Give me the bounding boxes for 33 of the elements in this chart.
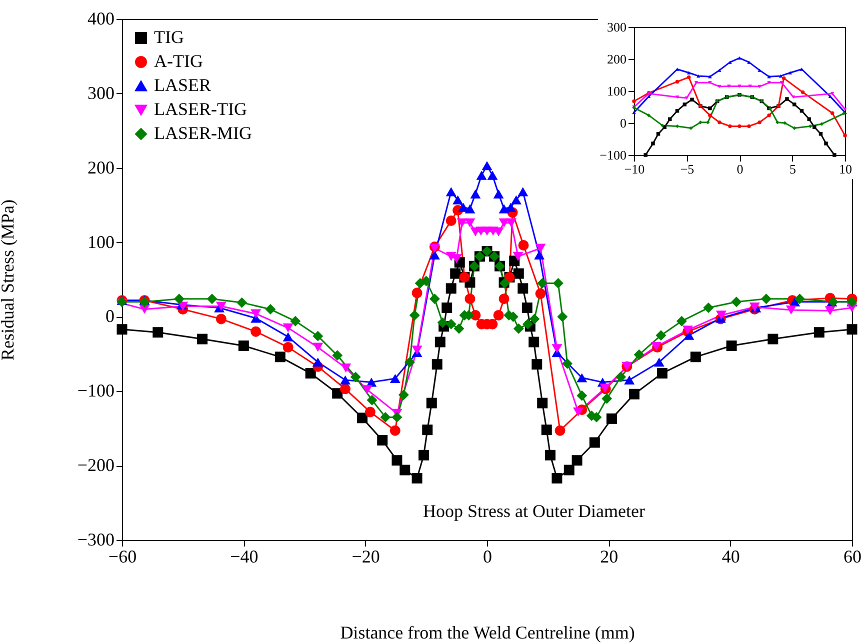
x-tick-label: −5	[680, 162, 694, 176]
y-axis-title: Residual Stress (MPa)	[0, 200, 18, 360]
x-tick-label: 0	[736, 162, 744, 176]
x-tick-label: 40	[722, 546, 740, 566]
x-tick-label: −60	[108, 546, 137, 566]
legend-label: LASER-TIG	[154, 99, 247, 119]
x-tick-label: −40	[230, 546, 258, 566]
y-tick-label: 0	[620, 116, 626, 130]
x-axis-title: Distance from the Weld Centreline (mm)	[340, 622, 635, 642]
y-tick-label: −300	[77, 530, 114, 550]
legend-label: A-TIG	[154, 51, 203, 71]
x-tick-label: 60	[844, 546, 862, 566]
y-tick-label: 400	[88, 8, 114, 28]
y-tick-label: −100	[77, 380, 114, 401]
legend-label: LASER-MIG	[154, 123, 252, 143]
y-tick-label: 100	[607, 84, 626, 98]
x-tick-label: 5	[790, 162, 796, 176]
y-tick-label: 200	[88, 157, 114, 178]
y-tick-label: 300	[88, 82, 114, 103]
legend-label: TIG	[154, 27, 184, 47]
x-tick-label: −10	[624, 162, 645, 176]
x-tick-label: 10	[839, 162, 852, 176]
y-tick-label: −200	[77, 455, 114, 476]
annotation: Hoop Stress at Outer Diameter	[423, 501, 645, 521]
y-tick-label: −100	[600, 148, 626, 162]
x-tick-label: 20	[600, 546, 618, 566]
y-tick-label: 300	[607, 20, 626, 34]
y-tick-label: 200	[607, 52, 626, 66]
y-tick-label: 0	[106, 306, 114, 326]
x-tick-label: −20	[352, 546, 380, 566]
y-tick-label: 100	[88, 232, 114, 252]
legend-label: LASER	[154, 75, 212, 95]
x-tick-label: 0	[483, 546, 492, 566]
